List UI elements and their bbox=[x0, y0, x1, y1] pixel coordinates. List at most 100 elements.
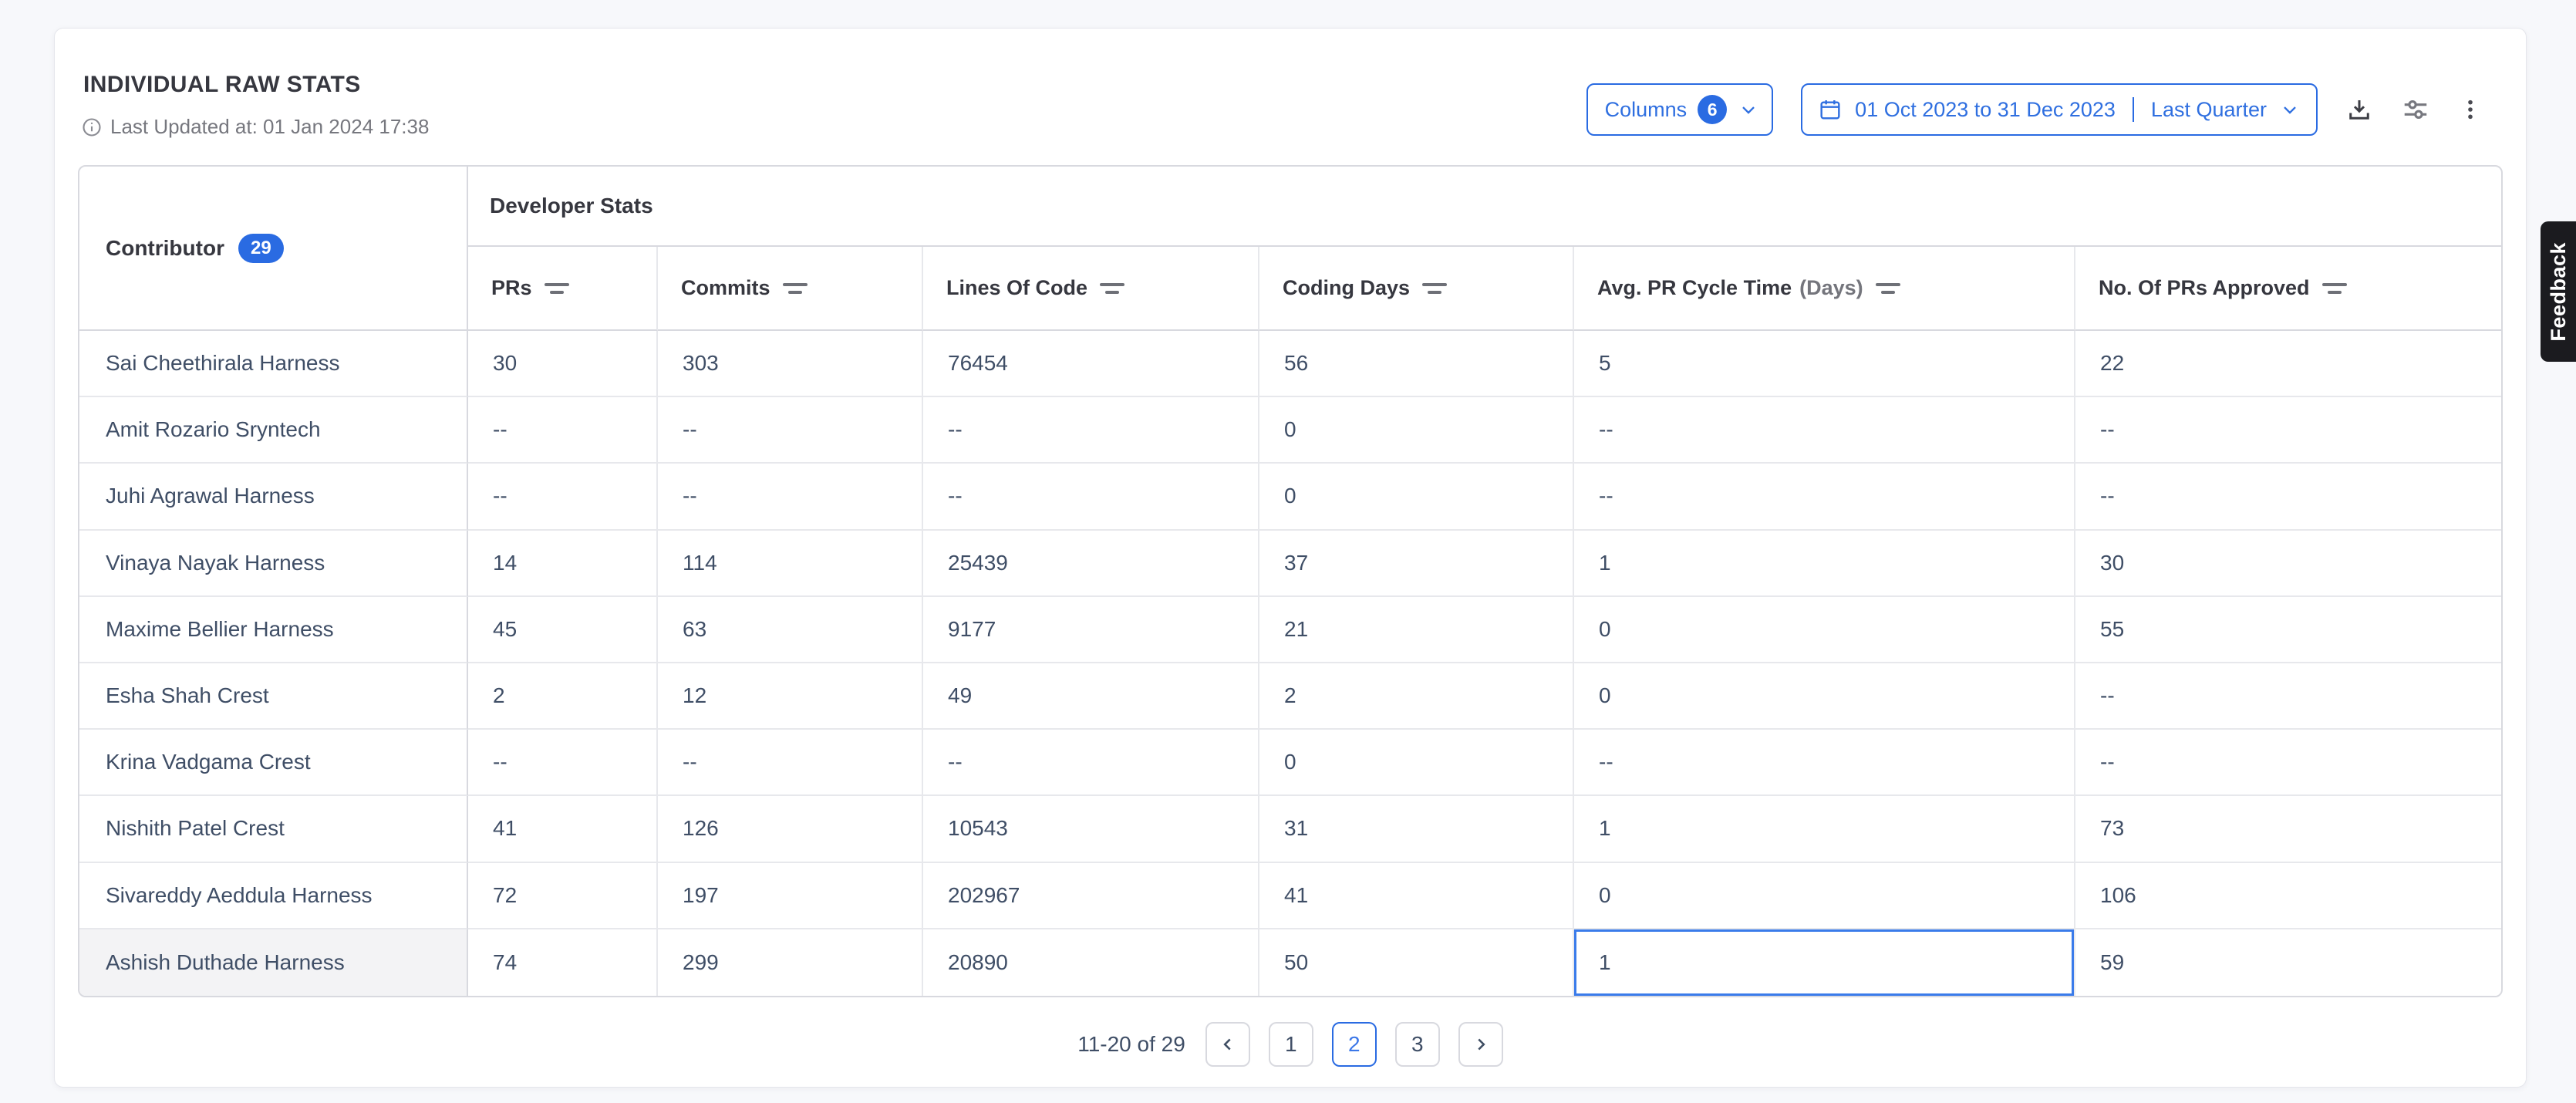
stat-cell-avg_pr_cycle_time[interactable]: 0 bbox=[1574, 862, 2075, 929]
column-header-prs[interactable]: PRs bbox=[468, 247, 658, 331]
stat-cell-coding_days[interactable]: 0 bbox=[1259, 464, 1574, 531]
page-button-2[interactable]: 2 bbox=[1331, 1021, 1377, 1067]
stat-cell-commits[interactable]: 126 bbox=[658, 796, 923, 863]
stat-cell-lines_of_code[interactable]: 20890 bbox=[923, 929, 1259, 996]
next-page-button[interactable] bbox=[1458, 1021, 1503, 1067]
column-header-avg_pr_cycle_time[interactable]: Avg. PR Cycle Time (Days) bbox=[1574, 247, 2075, 331]
stat-cell-commits[interactable]: 197 bbox=[658, 862, 923, 929]
stat-cell-prs[interactable]: 2 bbox=[468, 663, 658, 730]
stat-cell-coding_days[interactable]: 41 bbox=[1259, 862, 1574, 929]
more-options-button[interactable] bbox=[2458, 96, 2483, 123]
filter-icon[interactable] bbox=[544, 282, 569, 294]
stat-cell-coding_days[interactable]: 50 bbox=[1259, 929, 1574, 996]
date-range-text: 01 Oct 2023 to 31 Dec 2023 bbox=[1855, 97, 2116, 121]
stat-cell-coding_days[interactable]: 56 bbox=[1259, 331, 1574, 398]
column-header-lines_of_code[interactable]: Lines Of Code bbox=[923, 247, 1259, 331]
stat-cell-commits[interactable]: -- bbox=[658, 464, 923, 531]
stat-cell-lines_of_code[interactable]: 76454 bbox=[923, 331, 1259, 398]
contributor-cell[interactable]: Maxime Bellier Harness bbox=[79, 596, 468, 663]
stat-cell-lines_of_code[interactable]: -- bbox=[923, 730, 1259, 797]
stat-cell-avg_pr_cycle_time[interactable]: -- bbox=[1574, 730, 2075, 797]
stat-cell-prs_approved[interactable]: -- bbox=[2075, 730, 2501, 797]
stat-cell-prs_approved[interactable]: 55 bbox=[2075, 596, 2501, 663]
stat-cell-commits[interactable]: -- bbox=[658, 730, 923, 797]
stat-cell-prs_approved[interactable]: -- bbox=[2075, 663, 2501, 730]
stat-cell-commits[interactable]: 299 bbox=[658, 929, 923, 996]
stat-cell-commits[interactable]: 114 bbox=[658, 530, 923, 597]
stat-cell-prs_approved[interactable]: 106 bbox=[2075, 862, 2501, 929]
stat-cell-prs_approved[interactable]: -- bbox=[2075, 464, 2501, 531]
contributor-column-header[interactable]: Contributor 29 bbox=[79, 167, 468, 331]
stat-cell-commits[interactable]: 63 bbox=[658, 596, 923, 663]
stat-cell-avg_pr_cycle_time[interactable]: 5 bbox=[1574, 331, 2075, 398]
stat-cell-prs_approved[interactable]: 59 bbox=[2075, 929, 2501, 996]
stat-cell-coding_days[interactable]: 21 bbox=[1259, 596, 1574, 663]
stat-cell-avg_pr_cycle_time[interactable]: 1 bbox=[1574, 929, 2075, 996]
contributor-cell[interactable]: Nishith Patel Crest bbox=[79, 796, 468, 863]
contributor-cell[interactable]: Vinaya Nayak Harness bbox=[79, 530, 468, 597]
stat-cell-prs[interactable]: 45 bbox=[468, 596, 658, 663]
date-range-button[interactable]: 01 Oct 2023 to 31 Dec 2023 Last Quarter bbox=[1801, 83, 2318, 136]
filter-icon[interactable] bbox=[782, 282, 808, 294]
stat-cell-avg_pr_cycle_time[interactable]: -- bbox=[1574, 397, 2075, 464]
contributor-cell[interactable]: Esha Shah Crest bbox=[79, 663, 468, 730]
contributor-cell[interactable]: Krina Vadgama Crest bbox=[79, 730, 468, 797]
stat-cell-commits[interactable]: 12 bbox=[658, 663, 923, 730]
stat-cell-prs[interactable]: 30 bbox=[468, 331, 658, 398]
filter-icon[interactable] bbox=[2321, 282, 2347, 294]
filter-icon[interactable] bbox=[1875, 282, 1900, 294]
stat-cell-prs[interactable]: 41 bbox=[468, 796, 658, 863]
contributor-cell[interactable]: Amit Rozario Sryntech bbox=[79, 397, 468, 464]
stat-cell-coding_days[interactable]: 0 bbox=[1259, 730, 1574, 797]
stat-cell-lines_of_code[interactable]: 202967 bbox=[923, 862, 1259, 929]
stat-cell-commits[interactable]: 303 bbox=[658, 331, 923, 398]
stat-cell-avg_pr_cycle_time[interactable]: 0 bbox=[1574, 663, 2075, 730]
contributor-cell[interactable]: Sivareddy Aeddula Harness bbox=[79, 862, 468, 929]
calendar-icon bbox=[1818, 97, 1843, 122]
stat-cell-prs[interactable]: 72 bbox=[468, 862, 658, 929]
page-button-3[interactable]: 3 bbox=[1394, 1021, 1440, 1067]
stat-cell-prs[interactable]: -- bbox=[468, 464, 658, 531]
column-header-coding_days[interactable]: Coding Days bbox=[1259, 247, 1574, 331]
column-header-commits[interactable]: Commits bbox=[658, 247, 923, 331]
stat-cell-prs_approved[interactable]: 73 bbox=[2075, 796, 2501, 863]
column-header-label: No. Of PRs Approved bbox=[2099, 276, 2310, 299]
filter-icon[interactable] bbox=[1422, 282, 1448, 294]
settings-button[interactable] bbox=[2401, 95, 2430, 124]
stat-cell-prs_approved[interactable]: 22 bbox=[2075, 331, 2501, 398]
stat-cell-prs[interactable]: 14 bbox=[468, 530, 658, 597]
stat-cell-lines_of_code[interactable]: -- bbox=[923, 464, 1259, 531]
prev-page-button[interactable] bbox=[1205, 1021, 1250, 1067]
stat-cell-coding_days[interactable]: 0 bbox=[1259, 397, 1574, 464]
stat-cell-lines_of_code[interactable]: 9177 bbox=[923, 596, 1259, 663]
columns-count-badge: 6 bbox=[1698, 95, 1728, 124]
pagination-summary: 11-20 of 29 bbox=[1077, 1031, 1185, 1056]
stat-cell-lines_of_code[interactable]: -- bbox=[923, 397, 1259, 464]
stat-cell-avg_pr_cycle_time[interactable]: 1 bbox=[1574, 796, 2075, 863]
stat-cell-prs[interactable]: -- bbox=[468, 397, 658, 464]
stat-cell-prs[interactable]: 74 bbox=[468, 929, 658, 996]
stat-cell-prs_approved[interactable]: -- bbox=[2075, 397, 2501, 464]
stat-cell-avg_pr_cycle_time[interactable]: -- bbox=[1574, 464, 2075, 531]
stat-cell-avg_pr_cycle_time[interactable]: 0 bbox=[1574, 596, 2075, 663]
stat-cell-coding_days[interactable]: 31 bbox=[1259, 796, 1574, 863]
stat-cell-prs[interactable]: -- bbox=[468, 730, 658, 797]
page-button-1[interactable]: 1 bbox=[1268, 1021, 1313, 1067]
stat-cell-lines_of_code[interactable]: 49 bbox=[923, 663, 1259, 730]
contributor-cell[interactable]: Sai Cheethirala Harness bbox=[79, 331, 468, 398]
contributor-cell[interactable]: Juhi Agrawal Harness bbox=[79, 464, 468, 531]
stat-cell-avg_pr_cycle_time[interactable]: 1 bbox=[1574, 530, 2075, 597]
download-button[interactable] bbox=[2345, 96, 2373, 123]
columns-button[interactable]: Columns 6 bbox=[1586, 83, 1774, 136]
stat-cell-coding_days[interactable]: 2 bbox=[1259, 663, 1574, 730]
stat-cell-prs_approved[interactable]: 30 bbox=[2075, 530, 2501, 597]
filter-icon[interactable] bbox=[1100, 282, 1125, 294]
column-header-prs_approved[interactable]: No. Of PRs Approved bbox=[2075, 247, 2501, 331]
contributor-cell[interactable]: Ashish Duthade Harness bbox=[79, 929, 468, 996]
feedback-tab[interactable]: Feedback bbox=[2541, 221, 2576, 362]
stat-cell-coding_days[interactable]: 37 bbox=[1259, 530, 1574, 597]
stat-cell-lines_of_code[interactable]: 25439 bbox=[923, 530, 1259, 597]
stat-cell-lines_of_code[interactable]: 10543 bbox=[923, 796, 1259, 863]
stat-cell-commits[interactable]: -- bbox=[658, 397, 923, 464]
kebab-menu-icon bbox=[2458, 96, 2483, 123]
